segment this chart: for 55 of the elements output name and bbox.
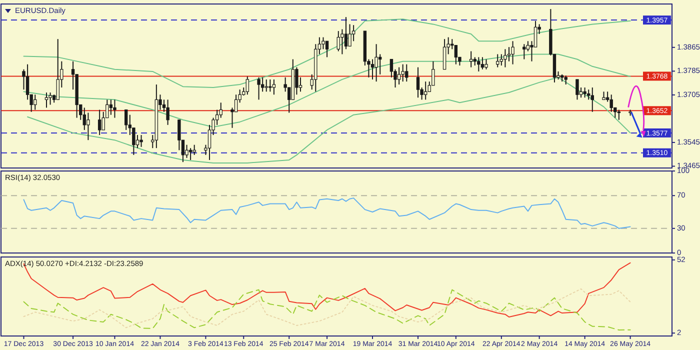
candlestick [583,86,586,98]
candlestick [477,56,480,72]
candlestick [401,64,404,82]
candlestick [166,99,170,126]
candlestick [390,58,394,78]
candlestick [370,58,374,80]
candlestick [504,48,507,68]
candlestick [576,78,579,100]
line-series [27,76,631,164]
candlestick [336,30,340,52]
candlestick [257,76,260,100]
candlestick [325,40,329,58]
candlestick [416,66,420,98]
candlestick [56,38,60,100]
candlestick [140,134,143,148]
candlestick [192,144,196,156]
candlestick [264,78,268,92]
candlestick [454,44,458,65]
candlestick [272,78,276,96]
candlestick [219,102,222,118]
candlestick [340,28,344,55]
candlestick [405,64,408,82]
candlestick [234,94,238,112]
candlestick [44,92,48,108]
candlestick [511,40,514,65]
candlestick [590,86,594,112]
candlestick [397,66,401,86]
candlestick [246,76,250,96]
candlestick [48,92,52,106]
candlestick [617,109,621,120]
candlestick [442,38,446,70]
candlestick [344,16,348,50]
candlestick [113,99,116,118]
candlestick [610,94,613,112]
candlestick [98,109,102,136]
line-series [23,18,631,88]
candlestick [522,44,526,60]
candlestick [480,56,484,70]
candlestick [109,99,113,116]
candlestick [587,89,590,100]
candlestick [374,44,378,82]
candlestick [424,81,428,100]
candlestick [124,109,128,130]
candlestick [484,58,488,70]
candlestick [378,54,382,75]
candlestick [34,94,37,110]
candlestick [322,36,325,50]
line-series [23,198,631,229]
candlestick [188,148,192,160]
candlestick [534,20,538,48]
candlestick [348,24,352,47]
candlestick [496,54,500,68]
candlestick [86,112,90,141]
candlestick [469,50,473,68]
candlestick [268,78,272,92]
